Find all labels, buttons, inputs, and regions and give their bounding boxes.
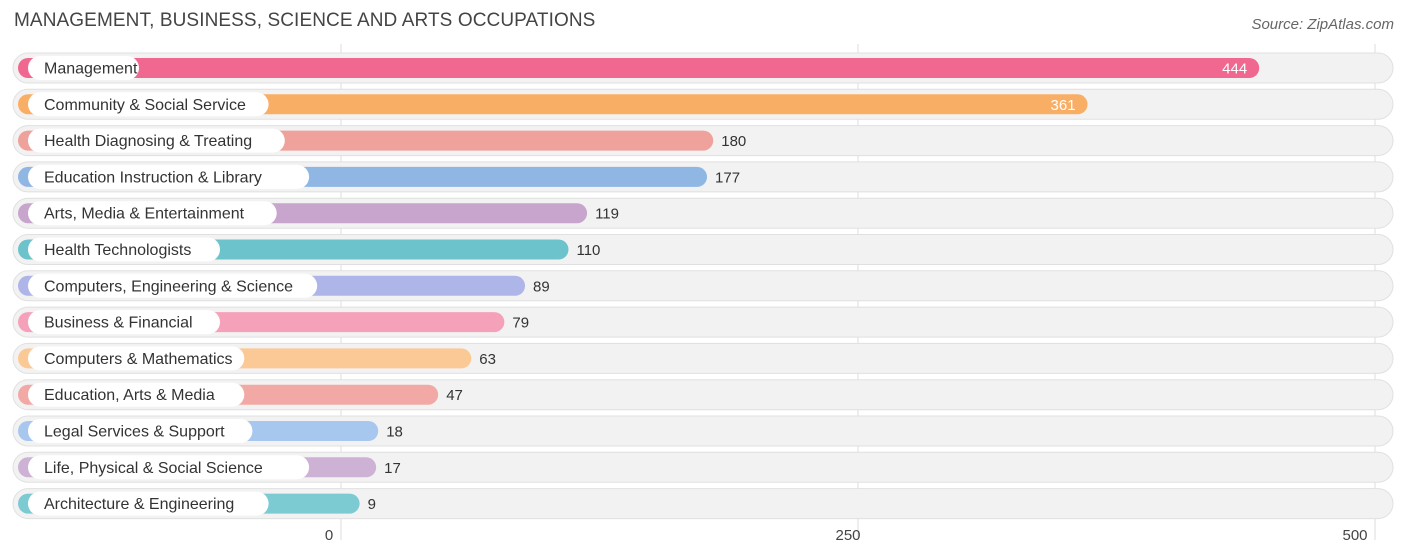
bar <box>18 58 1260 78</box>
category-label: Legal Services & Support <box>44 424 225 441</box>
category-label: Health Diagnosing & Treating <box>44 133 252 150</box>
category-label: Arts, Media & Entertainment <box>44 206 245 223</box>
value-label: 89 <box>533 278 550 295</box>
bar-track <box>12 488 1394 520</box>
category-label: Education Instruction & Library <box>44 169 262 186</box>
category-label: Management <box>44 61 138 78</box>
category-label: Health Technologists <box>44 242 191 259</box>
category-label-pill <box>28 455 310 480</box>
bar-row: Health Technologists 110 <box>12 234 1394 265</box>
category-label: Life, Physical & Social Science <box>44 460 263 477</box>
source-label: Source: ZipAtlas.com <box>1251 16 1394 33</box>
value-label: 180 <box>721 133 746 150</box>
value-label: 47 <box>446 387 463 404</box>
bar-row: Computers & Mathematics 63 <box>12 342 1394 374</box>
x-tick-label: 0 <box>325 527 333 544</box>
bar-row: Education Instruction & Library 177 <box>12 161 1394 193</box>
category-label-pill <box>28 201 277 226</box>
bar-row: Arts, Media & Entertainment 119 <box>12 197 1394 229</box>
chart-title: MANAGEMENT, BUSINESS, SCIENCE AND ARTS O… <box>14 10 596 31</box>
bar-row: Community & Social Service 361 <box>12 88 1394 120</box>
category-label-pill <box>28 164 310 189</box>
value-label: 18 <box>386 424 403 441</box>
bar-row: Computers, Engineering & Science 89 <box>12 270 1394 302</box>
category-label-pill <box>28 382 245 407</box>
category-label-pill <box>28 273 318 298</box>
bar-row: Business & Financial 79 <box>12 306 1394 338</box>
bar <box>18 94 1088 115</box>
value-label: 119 <box>595 206 619 223</box>
category-label-pill <box>28 237 220 262</box>
value-label: 79 <box>512 315 529 332</box>
bar-row: Legal Services & Support 18 <box>12 415 1394 447</box>
bar-row: Health Diagnosing & Treating 180 <box>12 125 1394 157</box>
category-label-pill <box>28 128 285 153</box>
value-label: 110 <box>576 242 600 259</box>
value-label: 177 <box>715 169 740 186</box>
category-label-pill <box>28 346 245 371</box>
bar-row: Education, Arts & Media 47 <box>12 379 1394 411</box>
bar-row: Architecture & Engineering 9 <box>12 488 1394 520</box>
category-label-pill <box>28 310 220 335</box>
category-label-pill <box>28 56 139 80</box>
value-label: 17 <box>384 460 401 477</box>
bar-row: Management 444 <box>12 52 1394 84</box>
x-tick-label: 500 <box>1342 527 1367 544</box>
bar-row: Life, Physical & Social Science 17 <box>12 451 1394 483</box>
category-label-pill <box>28 419 253 443</box>
category-label: Computers, Engineering & Science <box>44 278 293 295</box>
category-label: Business & Financial <box>44 315 193 332</box>
category-label: Architecture & Engineering <box>44 496 234 513</box>
x-tick-label: 250 <box>835 527 860 544</box>
value-label: 444 <box>1222 61 1247 78</box>
category-label: Education, Arts & Media <box>44 387 215 404</box>
value-label: 9 <box>368 496 376 513</box>
category-label-pill <box>28 92 269 117</box>
category-label-pill <box>28 491 269 516</box>
value-label: 361 <box>1051 97 1076 114</box>
value-label: 63 <box>479 351 496 368</box>
category-label: Community & Social Service <box>44 97 246 114</box>
category-label: Computers & Mathematics <box>44 351 233 368</box>
